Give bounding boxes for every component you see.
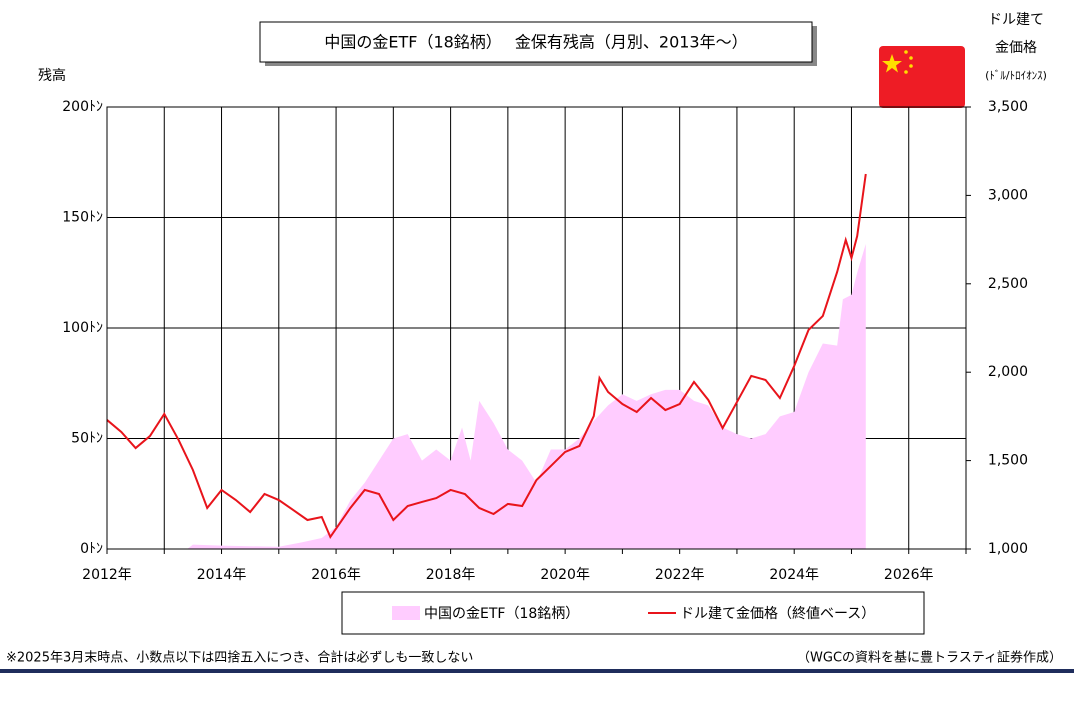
y2-tick-label: 1,500 (988, 453, 1028, 469)
footnote: ※2025年3月末時点、小数点以下は四捨五入につき、合計は必ずしも一致しない (6, 650, 473, 666)
plot-frame (106, 106, 967, 550)
legend-label: 中国の金ETF（18銘柄） (424, 606, 579, 622)
y2-axis-label: ドル建て (988, 12, 1044, 28)
y2-tick-label: 1,000 (988, 541, 1028, 557)
y-tick-label: 200ﾄﾝ (62, 99, 103, 115)
legend-swatch (392, 606, 420, 620)
y2-tick-label: 3,500 (988, 99, 1028, 115)
y-tick-label: 0ﾄﾝ (80, 541, 103, 557)
legend-label: ドル建て金価格（終値ベース） (680, 606, 875, 622)
axes: 0ﾄﾝ 50ﾄﾝ 100ﾄﾝ 150ﾄﾝ 200ﾄﾝ 1,000 1,500 2,000 2,5… (62, 99, 1028, 583)
legend-box (341, 591, 925, 635)
y-tick-label: 150ﾄﾝ (62, 210, 103, 226)
chart-title: 中国の金ETF（18銘柄） 金保有残高（月別、2013年～） (324, 33, 747, 52)
x-tick-label: 2026年 (884, 567, 934, 583)
x-tick-label: 2014年 (197, 567, 247, 583)
x-tick-label: 2012年 (82, 567, 132, 583)
y-axis-label: 残高 (38, 67, 66, 84)
y2-tick-label: 3,000 (988, 187, 1028, 203)
footer-rule (0, 669, 1074, 673)
x-tick-label: 2018年 (426, 567, 476, 583)
x-tick-label: 2022年 (655, 567, 705, 583)
y2-tick-label: 2,000 (988, 364, 1028, 380)
data (106, 173, 867, 549)
y-tick-label: 100ﾄﾝ (62, 320, 103, 336)
y2-axis-label: 金価格 (995, 40, 1037, 56)
x-tick-label: 2024年 (769, 567, 819, 583)
line (106, 173, 867, 540)
y-tick-label: 50ﾄﾝ (71, 431, 103, 447)
y2-tick-label: 2,500 (988, 276, 1028, 292)
x-tick-label: 2016年 (311, 567, 361, 583)
source: （WGCの資料を基に豊トラスティ証券作成） (797, 650, 1062, 666)
area (107, 244, 866, 549)
flag (879, 46, 965, 108)
y2-axis-label: (ﾄﾞﾙ/ﾄﾛｲｵﾝｽ) (985, 69, 1047, 82)
title-box (259, 21, 813, 63)
plot-area: 0ﾄﾝ 50ﾄﾝ 100ﾄﾝ 150ﾄﾝ 200ﾄﾝ 1,000 1,500 2,000 2,5… (62, 99, 1028, 583)
x-tick-label: 2020年 (540, 567, 590, 583)
